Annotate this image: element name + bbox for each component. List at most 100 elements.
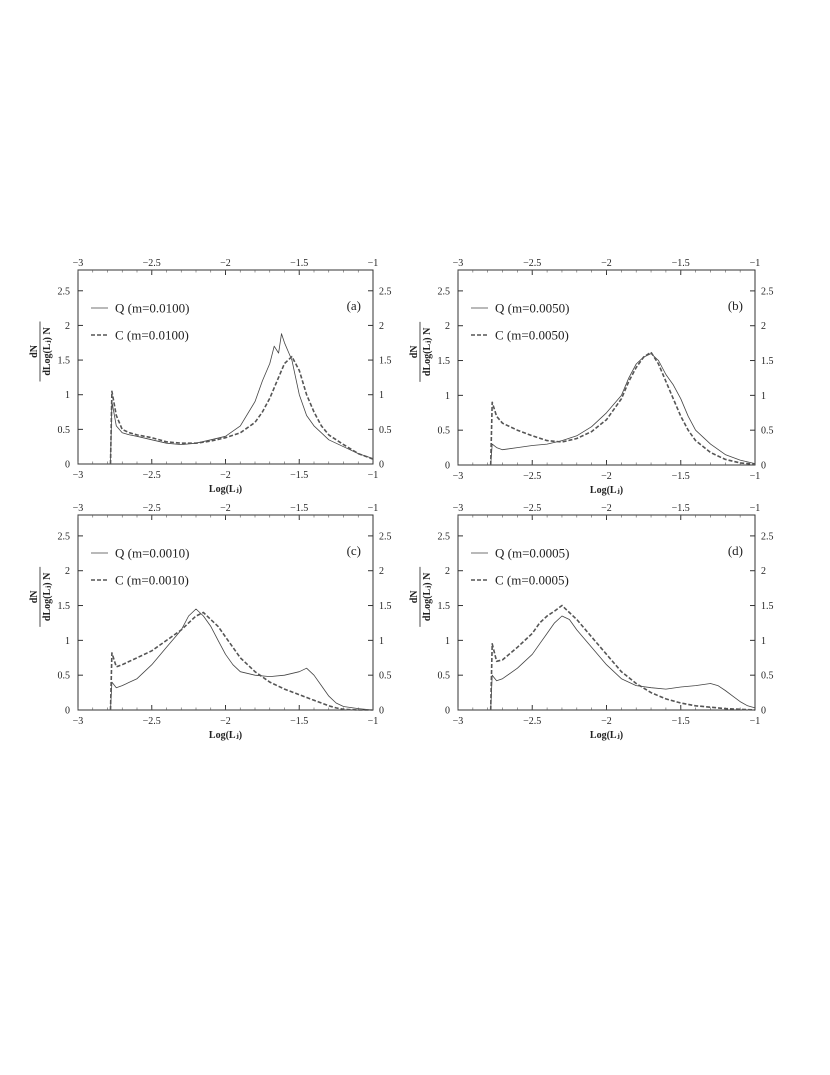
x-tick-label-bottom: −3 — [453, 716, 464, 727]
x-tick-label-bottom: −1 — [750, 471, 761, 482]
y-tick-label-right: 0 — [379, 706, 384, 717]
panel-label: (c) — [347, 543, 361, 558]
y-tick-label-left: 0.5 — [438, 671, 451, 682]
x-tick-label-top: −2.5 — [143, 258, 161, 269]
y-tick-label-left: 2.5 — [58, 286, 71, 297]
legend-label: C (m=0.0050) — [495, 328, 569, 343]
y-axis-label: dN dLog(Lⱼ) N — [29, 566, 53, 627]
y-tick-label-right: 0.5 — [761, 671, 774, 682]
y-tick-label-right: 1.5 — [761, 356, 774, 367]
x-tick-label-top: −2.5 — [143, 503, 161, 514]
y-tick-label-right: 2 — [761, 566, 766, 577]
x-tick-label-bottom: −2 — [601, 471, 612, 482]
y-axis-label-denominator: dLog(Lⱼ) N — [422, 572, 433, 621]
y-tick-label-left: 0.5 — [58, 425, 71, 436]
y-tick-label-right: 2 — [379, 566, 384, 577]
y-tick-label-left: 1.5 — [438, 356, 451, 367]
x-tick-label-bottom: −2.5 — [523, 471, 541, 482]
y-tick-label-left: 2.5 — [438, 531, 451, 542]
y-tick-label-left: 1.5 — [58, 356, 71, 367]
y-tick-label-left: 2 — [65, 566, 70, 577]
x-tick-label-bottom: −1 — [368, 470, 379, 481]
series-line-q — [110, 333, 374, 465]
x-tick-label-top: −3 — [453, 503, 464, 514]
y-tick-label-right: 1 — [761, 636, 766, 647]
y-axis-label-denominator: dLog(Lⱼ) N — [42, 326, 53, 375]
x-tick-label-top: −3 — [73, 503, 84, 514]
y-tick-label-right: 2.5 — [761, 286, 774, 297]
y-tick-label-left: 2 — [445, 566, 450, 577]
series-line-c — [109, 355, 374, 465]
x-tick-label-top: −1.5 — [290, 258, 308, 269]
x-tick-label-bottom: −2.5 — [523, 716, 541, 727]
x-tick-label-top: −3 — [73, 258, 84, 269]
y-tick-label-left: 1 — [65, 390, 70, 401]
series-line-q — [110, 608, 374, 711]
y-tick-label-right: 2 — [761, 321, 766, 332]
legend-label: Q (m=0.0005) — [495, 546, 570, 561]
y-axis-label-numerator: dN — [29, 590, 40, 604]
x-tick-label-bottom: −1.5 — [672, 471, 690, 482]
x-axis-label: Log(Lⱼ) — [590, 485, 623, 496]
x-tick-label-bottom: −3 — [453, 471, 464, 482]
x-tick-label-bottom: −1 — [750, 716, 761, 727]
y-tick-label-left: 0 — [65, 460, 70, 471]
x-tick-label-top: −1 — [750, 503, 761, 514]
panel-label: (d) — [728, 543, 743, 558]
y-tick-label-left: 1.5 — [58, 601, 71, 612]
series-line-q — [490, 615, 756, 711]
legend-label: C (m=0.0005) — [495, 573, 569, 588]
x-tick-label-top: −2.5 — [523, 503, 541, 514]
y-tick-label-left: 2.5 — [58, 531, 71, 542]
legend-label: Q (m=0.0100) — [115, 301, 190, 316]
y-tick-label-right: 1 — [379, 636, 384, 647]
y-tick-label-right: 1.5 — [379, 601, 392, 612]
y-tick-label-right: 2.5 — [761, 531, 774, 542]
x-tick-label-bottom: −2.5 — [143, 716, 161, 727]
x-tick-label-bottom: −1.5 — [672, 716, 690, 727]
x-tick-label-top: −2 — [601, 503, 612, 514]
x-tick-label-top: −3 — [453, 258, 464, 269]
y-tick-label-right: 1 — [379, 390, 384, 401]
y-tick-label-right: 1 — [761, 391, 766, 402]
y-tick-label-right: 2.5 — [379, 531, 392, 542]
x-tick-label-top: −2.5 — [523, 258, 541, 269]
x-tick-label-bottom: −3 — [73, 470, 84, 481]
legend-label: C (m=0.0100) — [115, 328, 189, 343]
x-tick-label-top: −2 — [220, 503, 231, 514]
x-axis-label: Log(Lⱼ) — [209, 484, 242, 495]
x-tick-label-bottom: −1.5 — [290, 470, 308, 481]
y-axis-label: dN dLog(Lⱼ) N — [409, 566, 433, 627]
y-axis-label-numerator: dN — [409, 590, 420, 604]
x-tick-label-top: −1.5 — [672, 503, 690, 514]
x-tick-label-bottom: −2 — [220, 470, 231, 481]
y-tick-label-left: 0.5 — [58, 671, 71, 682]
x-axis-label: Log(Lⱼ) — [590, 730, 623, 741]
legend-label: Q (m=0.0050) — [495, 301, 570, 316]
y-tick-label-right: 0.5 — [379, 671, 392, 682]
y-tick-label-left: 1.5 — [438, 601, 451, 612]
y-tick-label-left: 2.5 — [438, 286, 451, 297]
series-line-c — [489, 351, 756, 466]
x-tick-label-top: −2 — [601, 258, 612, 269]
y-tick-label-right: 2.5 — [379, 286, 392, 297]
x-tick-label-bottom: −2.5 — [143, 470, 161, 481]
y-tick-label-left: 1 — [445, 636, 450, 647]
y-tick-label-left: 0 — [445, 461, 450, 472]
x-tick-label-top: −1 — [368, 258, 379, 269]
y-tick-label-left: 0.5 — [438, 426, 451, 437]
panel-d: −3−3−2.5−2.5−2−2−1.5−1.5−1−10 00.5 0.51 11.… — [409, 503, 774, 741]
x-tick-label-top: −1.5 — [672, 258, 690, 269]
series-line-q — [490, 353, 756, 466]
legend-label: Q (m=0.0010) — [115, 546, 190, 561]
y-axis-label-denominator: dLog(Lⱼ) N — [42, 572, 53, 621]
y-tick-label-right: 0.5 — [379, 425, 392, 436]
y-tick-label-right: 1.5 — [379, 356, 392, 367]
y-axis-label-numerator: dN — [29, 344, 40, 358]
x-tick-label-top: −1 — [750, 258, 761, 269]
y-tick-label-right: 2 — [379, 321, 384, 332]
y-tick-label-right: 0 — [379, 460, 384, 471]
panel-a: −3−3−2.5−2.5−2−2−1.5−1.5−1−10 00.5 0.51 11.… — [29, 258, 392, 495]
y-axis-label: dN dLog(Lⱼ) N — [29, 321, 53, 382]
